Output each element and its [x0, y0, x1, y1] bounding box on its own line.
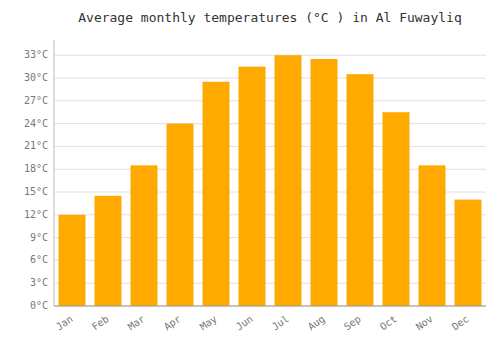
y-tick-label: 18°C — [24, 163, 48, 174]
grid-line — [54, 123, 486, 124]
y-tick-label: 30°C — [24, 72, 48, 83]
grid-line — [54, 306, 486, 307]
x-tick-label: Sep — [342, 313, 363, 332]
y-tick-label: 12°C — [24, 209, 48, 220]
y-tick-label: 24°C — [24, 118, 48, 129]
x-tick-label: May — [198, 313, 219, 332]
bar — [167, 124, 194, 306]
grid-line — [54, 100, 486, 101]
bar — [95, 196, 122, 306]
bar — [131, 165, 158, 306]
x-tick-label: Dec — [450, 313, 471, 332]
grid-line — [54, 55, 486, 56]
chart-svg: Average monthly temperatures (°C ) in Al… — [0, 0, 500, 350]
x-tick-label: Oct — [378, 313, 399, 332]
bar — [383, 112, 410, 306]
bar — [347, 74, 374, 306]
y-tick-label: 21°C — [24, 140, 48, 151]
x-tick-label: Apr — [162, 313, 183, 332]
grid-line — [54, 146, 486, 147]
x-axis: Jan Feb Mar Apr May Jun Jul Aug Sep Oct Nov Dec — [54, 313, 471, 332]
y-tick-label: 15°C — [24, 186, 48, 197]
bar — [203, 82, 230, 306]
bar — [455, 200, 482, 306]
x-tick-label: Jun — [234, 313, 255, 332]
grid-line — [54, 78, 486, 79]
bar — [275, 55, 302, 306]
bars — [59, 55, 482, 306]
chart-title: Average monthly temperatures (°C ) in Al… — [78, 10, 462, 25]
x-tick-label: Mar — [126, 313, 147, 332]
y-axis: 0°C 3°C 6°C 9°C 12°C 15°C 18°C 21°C 24°C 27°C 30°C… — [24, 49, 486, 311]
x-tick-label: Jan — [54, 313, 75, 332]
y-tick-label: 9°C — [30, 232, 48, 243]
y-tick-label: 0°C — [30, 300, 48, 311]
bar — [59, 215, 86, 306]
y-tick-label: 27°C — [24, 95, 48, 106]
x-tick-label: Nov — [414, 313, 435, 332]
chart-container: Average monthly temperatures (°C ) in Al… — [0, 0, 500, 350]
x-tick-label: Jul — [270, 313, 291, 332]
bar — [311, 59, 338, 306]
x-axis-line — [54, 306, 486, 307]
y-axis-line — [54, 40, 55, 306]
bar — [419, 165, 446, 306]
y-tick-label: 6°C — [30, 254, 48, 265]
y-tick-label: 33°C — [24, 49, 48, 60]
x-tick-label: Feb — [90, 313, 111, 332]
bar — [239, 67, 266, 306]
y-tick-label: 3°C — [30, 277, 48, 288]
x-tick-label: Aug — [306, 313, 327, 332]
